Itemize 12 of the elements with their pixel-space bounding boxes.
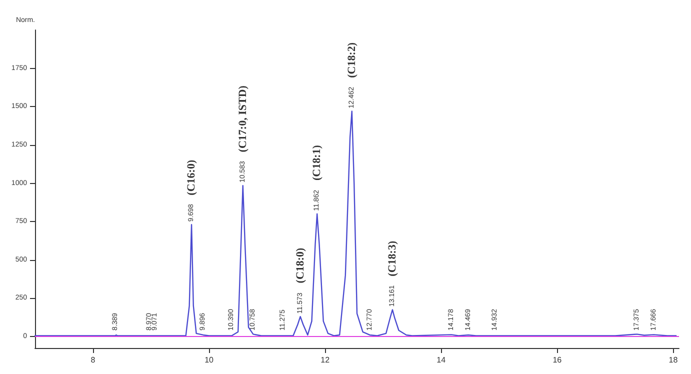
- x-tick-label: 10: [204, 356, 214, 364]
- annotation: (C18:1): [311, 144, 324, 181]
- annotation: (C18:2): [346, 42, 358, 78]
- annotation: (C17:0, ISTD): [236, 85, 249, 152]
- x-tick-label: 16: [552, 356, 562, 364]
- x-tick-label: 12: [320, 356, 330, 364]
- x-tick-label: 18: [668, 356, 678, 364]
- x-tick-label: 14: [436, 356, 446, 364]
- annotation: (C18:0): [294, 247, 306, 284]
- x-tick-label: 8: [90, 356, 96, 364]
- annotation: (C18:3): [386, 240, 398, 276]
- annotation: (C16:0): [186, 160, 198, 196]
